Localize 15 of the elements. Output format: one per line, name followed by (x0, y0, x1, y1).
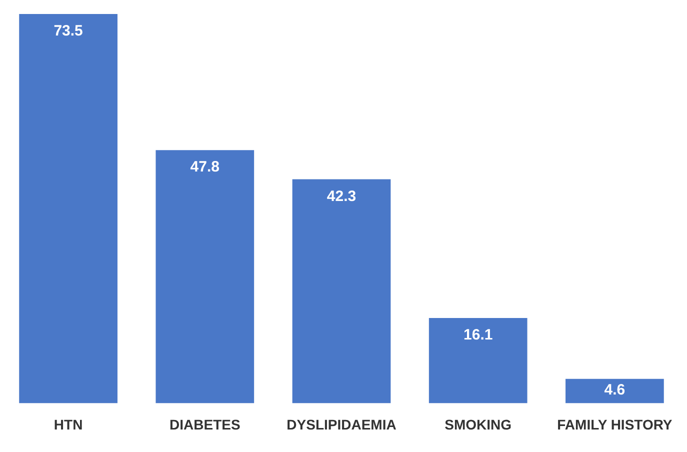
x-tick-label: FAMILY HISTORY (557, 416, 673, 432)
x-tick-label: SMOKING (444, 416, 512, 432)
x-tick-label: DYSLIPIDAEMIA (286, 416, 396, 432)
bar (19, 14, 118, 404)
data-label: 47.8 (190, 158, 220, 176)
bar (292, 179, 391, 404)
bar (156, 150, 254, 404)
bar (428, 318, 528, 404)
data-label: 4.6 (604, 381, 626, 398)
data-label: 73.5 (54, 22, 83, 40)
bar (566, 378, 664, 404)
x-tick-label: HTN (54, 416, 83, 432)
data-label: 42.3 (326, 188, 356, 205)
x-tick-label: DIABETES (170, 416, 240, 432)
data-label: 16.1 (464, 326, 493, 344)
